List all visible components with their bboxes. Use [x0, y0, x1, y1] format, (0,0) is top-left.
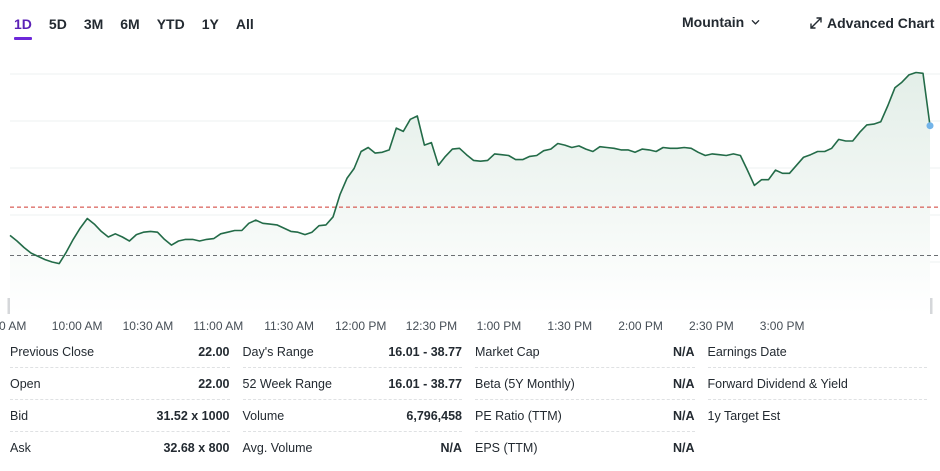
stat-value: 16.01 - 38.77 — [388, 376, 462, 391]
stat-label: Day's Range — [242, 344, 314, 359]
stat-52-week-range: 52 Week Range 16.01 - 38.77 — [242, 368, 462, 400]
stat-label: 52 Week Range — [242, 376, 332, 391]
stat-value: 16.01 - 38.77 — [388, 344, 462, 359]
stat-value: N/A — [672, 376, 695, 391]
stat-label: Market Cap — [475, 344, 540, 359]
stat-label: Forward Dividend & Yield — [707, 376, 848, 391]
stat-label: Avg. Volume — [242, 441, 313, 455]
time-tick-label: 1:30 PM — [547, 319, 592, 333]
time-tick-label: 10:00 AM — [52, 319, 103, 333]
stat-avg-volume: Avg. Volume N/A — [243, 432, 463, 464]
stat-label: Ask — [10, 441, 31, 455]
stat-target-est: 1y Target Est — [708, 400, 928, 432]
expand-icon — [810, 17, 822, 29]
stat-value: N/A — [672, 441, 695, 455]
time-tick-label: 11:00 AM — [193, 319, 243, 333]
stat-value: 6,796,458 — [406, 408, 462, 423]
time-tick-label: 2:00 PM — [618, 319, 663, 333]
stat-open: Open 22.00 — [10, 368, 230, 400]
tab-3m[interactable]: 3M — [83, 16, 104, 32]
last-price-dot — [926, 122, 934, 130]
stat-label: Earnings Date — [707, 344, 787, 359]
stat-value: N/A — [672, 408, 695, 423]
chart-type-label: Mountain — [682, 14, 745, 30]
time-tick-label: 0 AM — [0, 319, 26, 333]
range-tabs: 1D 5D 3M 6M YTD 1Y All — [8, 14, 265, 40]
time-tick-label: 2:30 PM — [689, 319, 734, 333]
tab-1d[interactable]: 1D — [8, 14, 38, 40]
stat-beta: Beta (5Y Monthly) N/A — [475, 368, 695, 400]
stat-value: 32.68 x 800 — [163, 441, 230, 455]
tab-6m[interactable]: 6M — [120, 16, 140, 32]
stat-value: 22.00 — [198, 344, 230, 359]
time-tick-label: 3:00 PM — [760, 319, 805, 333]
stat-value: 22.00 — [198, 376, 230, 391]
stat-value: 31.52 x 1000 — [156, 408, 230, 423]
chevron-down-icon — [751, 19, 760, 25]
chart-type-dropdown[interactable]: Mountain — [682, 14, 760, 30]
stat-days-range: Day's Range 16.01 - 38.77 — [242, 336, 462, 368]
stat-ask: Ask 32.68 x 800 — [10, 432, 230, 464]
summary-column-1: Previous Close 22.00 Open 22.00 Bid 31.5… — [10, 336, 243, 464]
time-axis: 0 AM 10:00 AM 10:30 AM 11:00 AM 11:30 AM… — [0, 319, 805, 333]
time-tick-label: 12:30 PM — [406, 319, 457, 333]
price-line — [9, 71, 931, 265]
stat-label: EPS (TTM) — [475, 441, 538, 455]
stat-label: Previous Close — [10, 344, 95, 359]
stat-value: N/A — [440, 441, 462, 455]
price-chart[interactable]: 0 AM 10:00 AM 10:30 AM 11:00 AM 11:30 AM… — [0, 60, 940, 335]
reference-lines — [10, 206, 940, 256]
time-tick-label: 1:00 PM — [477, 319, 522, 333]
time-tick-label: 10:30 AM — [123, 319, 174, 333]
time-tick-label: 11:30 AM — [264, 319, 314, 333]
tab-all[interactable]: All — [235, 16, 254, 32]
quote-summary: Previous Close 22.00 Open 22.00 Bid 31.5… — [10, 336, 940, 464]
stat-market-cap: Market Cap N/A — [475, 336, 695, 368]
stat-value: N/A — [672, 344, 695, 359]
summary-column-3: Market Cap N/A Beta (5Y Monthly) N/A PE … — [475, 336, 708, 464]
tab-ytd[interactable]: YTD — [156, 16, 185, 32]
summary-column-2: Day's Range 16.01 - 38.77 52 Week Range … — [242, 336, 476, 464]
stat-pe-ratio: PE Ratio (TTM) N/A — [475, 400, 695, 432]
stat-label: Volume — [242, 408, 285, 423]
summary-column-4: Earnings Date Forward Dividend & Yield 1… — [707, 336, 940, 464]
time-tick-label: 12:00 PM — [335, 319, 386, 333]
stat-label: Bid — [10, 408, 29, 423]
tab-1y[interactable]: 1Y — [201, 16, 219, 32]
price-area — [10, 72, 930, 314]
tab-5d[interactable]: 5D — [48, 16, 67, 32]
stat-volume: Volume 6,796,458 — [242, 400, 462, 432]
stat-previous-close: Previous Close 22.00 — [10, 336, 230, 368]
stat-eps: EPS (TTM) N/A — [475, 432, 695, 464]
stat-label: Beta (5Y Monthly) — [475, 376, 575, 391]
stat-bid: Bid 31.52 x 1000 — [10, 400, 230, 432]
stat-label: PE Ratio (TTM) — [475, 408, 562, 423]
stat-earnings-date: Earnings Date — [707, 336, 927, 368]
stat-label: Open — [10, 376, 41, 391]
stat-forward-dividend: Forward Dividend & Yield — [707, 368, 927, 400]
stat-label: 1y Target Est — [707, 409, 781, 423]
advanced-chart-button[interactable]: Advanced Chart — [810, 15, 934, 31]
advanced-chart-label: Advanced Chart — [827, 15, 935, 31]
